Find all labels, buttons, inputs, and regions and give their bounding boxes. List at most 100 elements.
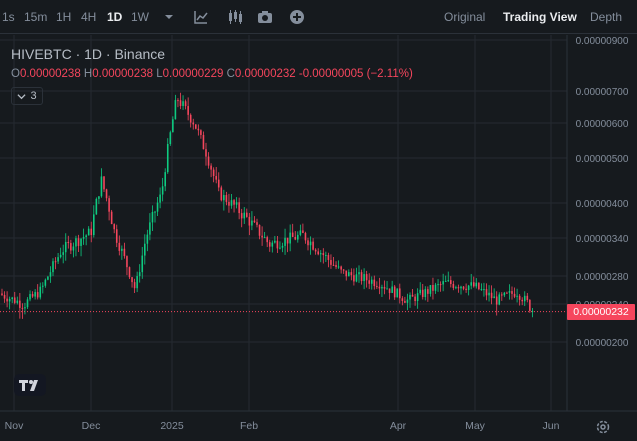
x-tick-label: 2025: [160, 420, 184, 432]
candle-body: [442, 281, 444, 285]
candle-body: [388, 288, 391, 293]
candle-body: [485, 289, 488, 296]
candle-body: [406, 299, 409, 303]
toolbar: 1s 15m 1H 4H 1D 1W Original Trading View…: [0, 0, 637, 34]
candle-body: [358, 272, 360, 275]
open-key: O: [11, 68, 20, 80]
candle-body: [493, 296, 495, 299]
candle-body: [54, 261, 57, 263]
candle-body: [187, 106, 189, 115]
candle-body: [447, 280, 450, 282]
candle-body: [166, 143, 169, 173]
candle-body: [386, 288, 388, 290]
candle-body: [518, 295, 521, 300]
candle-body: [8, 298, 11, 302]
candle-body: [256, 222, 258, 225]
candle-body: [47, 276, 49, 280]
indicator-icon[interactable]: [193, 9, 209, 25]
candle-body: [159, 194, 161, 203]
candle-body: [123, 248, 126, 257]
candle-body: [59, 254, 62, 258]
candle-body: [444, 280, 447, 282]
candle-body: [457, 287, 460, 289]
candle-body: [210, 165, 212, 170]
candle-body: [100, 176, 103, 197]
candle-body: [268, 242, 271, 247]
view-depth[interactable]: Depth: [590, 10, 623, 24]
candle-body: [450, 280, 452, 285]
candle-body: [516, 295, 518, 297]
candle-body: [189, 114, 192, 123]
candle-body: [29, 294, 31, 300]
interval-1h[interactable]: 1H: [56, 10, 72, 24]
y-tick-label: 0.00000400: [576, 199, 629, 210]
axes: 0.00000900 0.00000700 0.00000600 0.00000500…: [0, 35, 637, 432]
interval-1w[interactable]: 1W: [131, 10, 149, 24]
candle-body: [151, 212, 154, 223]
interval-1d[interactable]: 1D: [107, 10, 123, 24]
candle-body: [98, 196, 100, 199]
high-key: H: [83, 68, 93, 80]
close-key: C: [226, 68, 235, 80]
candle-body: [437, 284, 439, 286]
candle-body: [248, 216, 251, 226]
candle-type-icon[interactable]: [227, 9, 243, 25]
candle-body: [121, 248, 123, 251]
candle-body: [72, 246, 75, 251]
candle-body: [294, 236, 297, 240]
chevron-down-icon[interactable]: [161, 9, 177, 25]
y-tick-label: 0.00000700: [576, 87, 629, 98]
candle-body: [391, 286, 393, 293]
candle-body: [220, 187, 223, 201]
candle-body: [529, 299, 531, 311]
candle-body: [332, 264, 335, 266]
candle-body: [307, 240, 309, 246]
interval-15m[interactable]: 15m: [24, 10, 48, 24]
candle-body: [378, 286, 381, 289]
candle-body: [82, 237, 85, 239]
candle-body: [342, 269, 345, 271]
candle-body: [495, 296, 498, 305]
candle-body: [414, 296, 416, 302]
candle-body: [149, 222, 151, 235]
indicator-count: 3: [30, 90, 37, 102]
settings-gear-icon[interactable]: [595, 419, 611, 435]
candle-body: [506, 292, 508, 294]
tradingview-logo-icon: [14, 374, 46, 396]
y-tick-label: 0.00000600: [576, 119, 629, 130]
candle-body: [184, 101, 187, 107]
high-value: 0.00000238: [92, 68, 153, 80]
candle-body: [470, 282, 472, 286]
candle-body: [90, 228, 93, 236]
add-icon[interactable]: [289, 9, 305, 25]
chart-grid: [0, 35, 567, 411]
candle-body: [115, 229, 118, 243]
candle-body: [393, 286, 396, 298]
indicator-toggle[interactable]: 3: [11, 87, 43, 105]
chevron-down-icon: [17, 93, 27, 99]
candle-body: [110, 211, 113, 225]
candle-body: [77, 238, 80, 246]
x-tick-label: Nov: [5, 420, 24, 432]
x-tick-label: Jun: [543, 420, 560, 432]
candle-body: [251, 220, 253, 226]
candle-body: [246, 212, 248, 217]
view-tradingview[interactable]: Trading View: [503, 10, 577, 24]
candle-body: [490, 292, 493, 299]
interval-4h[interactable]: 4H: [81, 10, 97, 24]
camera-icon[interactable]: [257, 9, 273, 25]
candle-body: [240, 213, 243, 219]
candle-body: [348, 272, 350, 277]
candle-body: [34, 292, 36, 297]
candle-body: [376, 286, 378, 288]
candle-body: [85, 235, 87, 238]
view-original[interactable]: Original: [444, 10, 486, 24]
price-chart[interactable]: 0.00000900 0.00000700 0.00000600 0.00000500…: [0, 35, 637, 441]
candle-body: [337, 266, 340, 268]
candle-body: [271, 242, 274, 247]
candle-body: [202, 134, 205, 150]
candle-body: [207, 156, 210, 166]
low-value: 0.00000229: [162, 68, 224, 80]
candle-body: [276, 240, 279, 249]
interval-1s[interactable]: 1s: [2, 10, 15, 24]
